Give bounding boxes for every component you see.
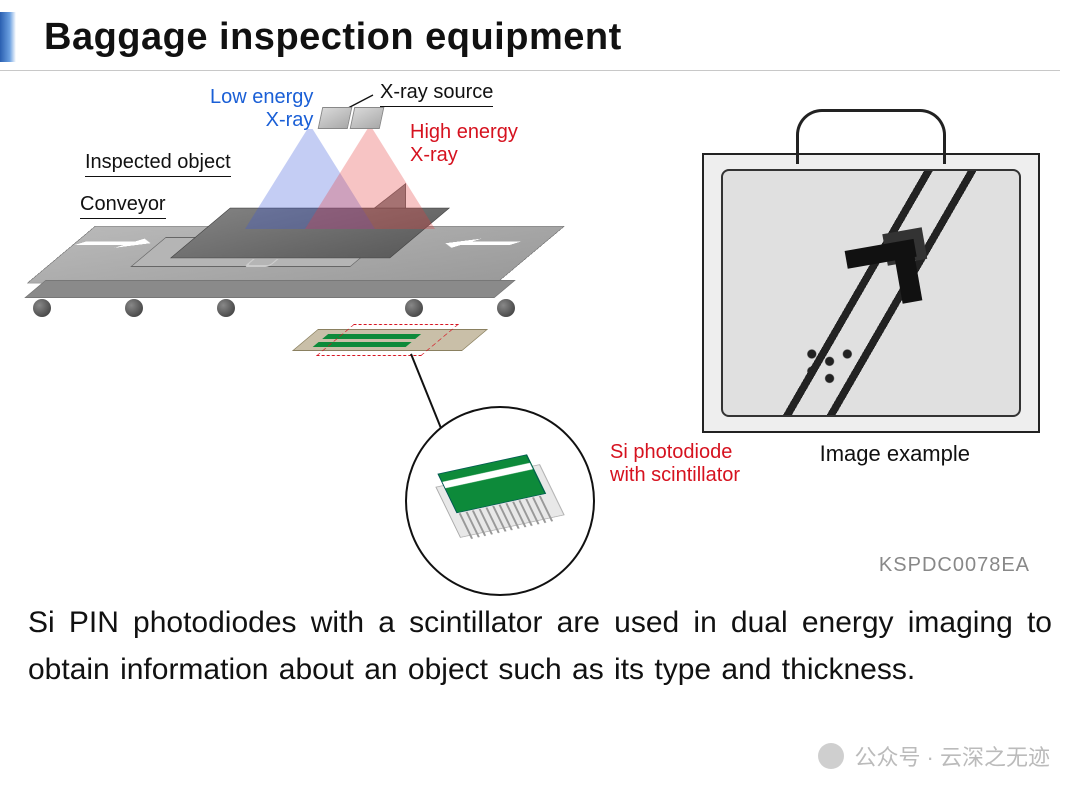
roller-icon: [217, 299, 235, 317]
diagram-area: X-ray source Low energyX-ray High energy…: [0, 71, 1080, 551]
roller-icon: [125, 299, 143, 317]
gun-silhouette-icon: [843, 222, 965, 320]
conveyor-arrow-icon: [430, 239, 530, 248]
label-inspected-object: Inspected object: [85, 151, 231, 177]
xray-example-panel: [702, 153, 1040, 433]
label-low-energy: Low energyX-ray: [210, 86, 313, 132]
roller-icon: [497, 299, 515, 317]
body-text: Si PIN photodiodes with a scintillator a…: [28, 600, 1052, 693]
label-conveyor: Conveyor: [80, 193, 166, 219]
watermark: 公众号 · 云深之无迹: [818, 740, 1050, 772]
page-title: Baggage inspection equipment: [44, 16, 622, 59]
label-xray-source: X-ray source: [380, 81, 493, 107]
conveyor-arrow-icon: [65, 239, 165, 248]
suitcase-handle-icon: [796, 109, 946, 164]
label-high-energy: High energyX-ray: [410, 121, 518, 167]
xray-source-box: [350, 107, 385, 129]
title-bar: Baggage inspection equipment: [0, 0, 1060, 71]
roller-icon: [405, 299, 423, 317]
label-detector: Si photodiodewith scintillator: [610, 441, 740, 487]
watermark-text: 公众号 · 云深之无迹: [854, 740, 1050, 772]
detector-zoom-icon: [435, 464, 564, 538]
roller-icon: [33, 299, 51, 317]
document-code: KSPDC0078EA: [879, 554, 1030, 577]
title-accent-icon: [0, 12, 16, 62]
wechat-icon: [818, 743, 844, 769]
xray-caption: Image example: [820, 441, 970, 467]
callout-line: [410, 354, 445, 438]
xray-source-box: [318, 107, 353, 129]
callout-circle: [405, 406, 595, 596]
xray-image: [721, 169, 1021, 417]
